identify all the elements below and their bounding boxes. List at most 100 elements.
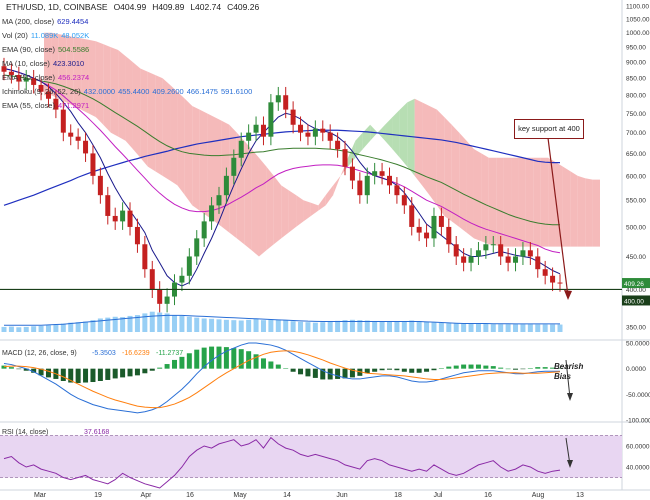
volume-bar — [83, 321, 89, 332]
volume-bar — [97, 318, 103, 332]
chart-header: ETH/USD, 1D, COINBASE O404.99 H409.89 L402.… — [6, 2, 265, 12]
price-tick-label: 350.00 — [626, 324, 646, 331]
macd-histogram-bar — [312, 368, 318, 378]
cloud-segment — [207, 113, 215, 222]
legend-value: 466.1475 — [186, 87, 218, 96]
volume-bar — [260, 320, 266, 332]
volume-bar — [120, 317, 126, 332]
candle-body — [120, 210, 126, 222]
macd-histogram-bar — [16, 368, 22, 370]
macd-histogram-bar — [498, 367, 504, 369]
macd-histogram-bar — [231, 348, 237, 369]
volume-bar — [483, 323, 489, 332]
volume-bar — [238, 320, 244, 332]
rsi-arrow-head — [567, 460, 573, 468]
macd-histogram-bar — [349, 368, 355, 378]
macd-histogram-bar — [490, 366, 496, 369]
macd-histogram-bar — [45, 368, 51, 378]
cloud-segment — [555, 162, 563, 247]
macd-tick-label: 0.0000 — [626, 366, 646, 373]
line-ema-90 — [3, 74, 560, 226]
candle-body — [157, 289, 163, 304]
x-tick-label: 18 — [394, 492, 402, 499]
volume-bar — [527, 324, 533, 332]
legend-value: 11.089K — [30, 31, 59, 40]
volume-bar — [386, 321, 392, 332]
candle-body — [520, 250, 526, 257]
macd-histogram-bar — [520, 368, 526, 370]
candle-body — [68, 132, 74, 137]
macd-histogram-bar — [8, 367, 14, 369]
volume-bar — [335, 320, 341, 332]
cloud-segment — [473, 149, 482, 242]
candle-body — [424, 232, 430, 239]
candle-body — [438, 215, 444, 227]
legend-name: EMA (55, close) — [2, 101, 55, 110]
volume-bar — [164, 313, 170, 332]
volume-bar — [253, 318, 259, 332]
price-tick-label: 600.00 — [626, 173, 646, 180]
legend-value: 455.4400 — [118, 87, 150, 96]
cloud-segment — [592, 179, 600, 247]
ohlc-close: C409.26 — [227, 2, 260, 12]
x-tick-label: 16 — [484, 492, 492, 499]
volume-bar — [475, 323, 481, 332]
candle-body — [290, 109, 296, 125]
macd-histogram-bar — [142, 368, 148, 374]
key-support-annotation: key support at 400 — [514, 119, 584, 139]
volume-bar — [172, 315, 178, 332]
candle-body — [253, 124, 259, 133]
volume-bar — [490, 324, 496, 332]
cloud-segment — [199, 109, 208, 216]
macd-histogram-bar — [194, 349, 200, 369]
volume-bar — [8, 326, 14, 332]
volume-bar — [542, 324, 548, 332]
macd-histogram-bar — [409, 368, 415, 373]
volume-bar — [431, 322, 437, 332]
cloud-segment — [585, 178, 593, 247]
candle-body — [112, 215, 118, 222]
candle-body — [260, 124, 266, 137]
volume-bar — [105, 317, 111, 332]
macd-histogram-bar — [179, 356, 185, 369]
candle-body — [216, 195, 222, 206]
volume-bar — [90, 320, 96, 332]
macd-histogram-bar — [260, 358, 266, 369]
rsi-tick-label: 60.0000 — [626, 444, 650, 451]
cloud-segment — [511, 157, 519, 247]
legend-value: 409.2600 — [152, 87, 184, 96]
macd-title: MACD (12, 26, close, 9) — [2, 350, 77, 357]
bias-line-2: Bias — [554, 372, 571, 381]
macd-value-macd: -5.3503 — [92, 350, 116, 357]
candle-body — [223, 175, 229, 196]
ohlc-open: O404.99 — [113, 2, 147, 12]
candle-body — [1, 66, 7, 72]
cloud-segment — [81, 38, 89, 114]
cloud-segment — [540, 157, 549, 247]
cloud-segment — [407, 98, 415, 176]
cloud-segment — [496, 157, 504, 247]
macd-histogram-bar — [90, 368, 96, 383]
cloud-segment — [392, 109, 400, 158]
cloud-segment — [103, 44, 111, 133]
cloud-segment — [451, 124, 460, 227]
cloud-segment — [95, 41, 104, 125]
macd-histogram-bar — [505, 368, 511, 370]
volume-bar — [216, 319, 222, 332]
volume-ma-line — [4, 314, 560, 326]
macd-histogram-bar — [468, 364, 474, 369]
macd-histogram-bar — [268, 361, 274, 369]
candle-body — [327, 132, 333, 141]
candle-body — [364, 175, 370, 196]
cloud-segment — [444, 117, 452, 222]
volume-bar — [45, 325, 51, 332]
candle-body — [513, 256, 519, 263]
macd-histogram-bar — [149, 368, 155, 371]
candle-body — [164, 296, 170, 304]
macd-histogram-bar — [401, 368, 407, 372]
macd-histogram-bar — [357, 368, 363, 376]
cloud-segment — [399, 102, 408, 167]
cloud-segment — [325, 185, 334, 206]
candle-body — [527, 250, 533, 257]
cloud-segment — [518, 157, 526, 247]
